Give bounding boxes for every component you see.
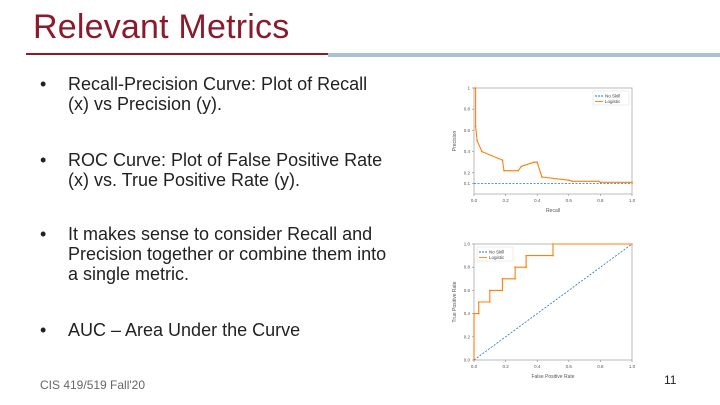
pr-data-point xyxy=(536,161,538,163)
roc-data-point xyxy=(477,312,480,315)
pr-data-point xyxy=(503,169,505,172)
roc-legend-label: No Skill xyxy=(489,250,504,255)
pr-x-tick-label: 0.2 xyxy=(502,198,509,203)
bullet-dot: • xyxy=(40,74,47,94)
accent-bar xyxy=(328,53,720,57)
pr-y-tick-label: 0.6 xyxy=(464,128,471,133)
roc-legend-label: Logistic xyxy=(489,255,505,260)
roc-data-point xyxy=(514,266,516,268)
pr-data-point xyxy=(599,181,602,184)
roc-x-tick-label: 0.2 xyxy=(502,364,509,369)
roc-data-point xyxy=(501,289,504,292)
roc-x-tick-label: 0.6 xyxy=(566,364,573,369)
roc-x-tick-label: 0.0 xyxy=(471,364,478,369)
bullet-text: It makes sense to consider Recall and Pr… xyxy=(68,224,387,284)
bullet-text: ROC Curve: Plot of False Positive Rate (… xyxy=(68,150,383,190)
pr-y-axis-label: Precision xyxy=(452,131,458,152)
pr-x-axis-label: Recall xyxy=(546,208,560,214)
pr-data-point xyxy=(474,125,477,127)
pr-y-tick-label: 1 xyxy=(467,86,470,91)
roc-data-point xyxy=(525,254,527,257)
pr-data-point xyxy=(571,180,573,183)
title-underline xyxy=(26,53,328,55)
roc-data-point xyxy=(525,266,527,268)
pr-data-point xyxy=(474,87,477,89)
pr-y-tick-label: 0.1 xyxy=(464,181,471,186)
bullet-dot: • xyxy=(40,320,47,340)
roc-data-point xyxy=(514,278,516,280)
pr-data-point xyxy=(533,161,535,163)
pr-y-tick-label: 0.8 xyxy=(464,107,471,112)
roc-data-point xyxy=(552,254,554,257)
roc-chart: 0.0 0.2 0.4 0.6 0.8 1.0 0.0 0.2 0.4 0.6 0.8 1.0 Fals… xyxy=(448,236,646,384)
roc-data-point xyxy=(477,301,480,303)
pr-data-point xyxy=(568,179,570,182)
roc-data-point xyxy=(473,312,475,315)
pr-data-point xyxy=(481,150,483,153)
pr-legend-label: No Skill xyxy=(605,94,620,99)
roc-x-tick-label: 0.8 xyxy=(597,364,604,369)
roc-data-point xyxy=(473,359,475,361)
pr-y-tick-label: 0.4 xyxy=(464,149,471,154)
pr-data-point xyxy=(476,140,478,142)
roc-x-tick-label: 1.0 xyxy=(629,364,636,369)
roc-y-tick-label: 0.0 xyxy=(464,358,471,363)
pr-data-point xyxy=(473,87,475,89)
roc-data-point xyxy=(489,289,491,292)
bullet-dot: • xyxy=(40,150,47,170)
pr-x-tick-label: 1.0 xyxy=(629,198,636,203)
pr-data-point xyxy=(598,180,600,183)
pr-legend-label: Logistic xyxy=(605,99,621,104)
pr-data-point xyxy=(541,176,543,178)
pr-x-tick-label: 0.6 xyxy=(566,198,573,203)
pr-data-point xyxy=(520,165,523,168)
roc-chart-svg: 0.0 0.2 0.4 0.6 0.8 1.0 0.0 0.2 0.4 0.6 0.8 1.0 Fals… xyxy=(452,242,636,381)
roc-y-tick-label: 0.8 xyxy=(464,265,471,270)
pr-plot-frame xyxy=(473,87,633,195)
pr-y-tick-label: 0.2 xyxy=(464,170,471,175)
roc-data-point xyxy=(631,243,633,245)
bullet-text: AUC – Area Under the Curve xyxy=(68,320,301,340)
pr-data-point xyxy=(501,159,504,161)
roc-data-point xyxy=(552,243,554,245)
pr-x-tick-label: 0.0 xyxy=(471,198,478,203)
roc-y-tick-label: 0.6 xyxy=(464,288,471,293)
page-number: 11 xyxy=(664,373,677,387)
pr-data-point xyxy=(517,169,520,172)
roc-series-line-no-skill xyxy=(473,243,633,361)
roc-y-tick-label: 1.0 xyxy=(464,242,471,247)
roc-data-point xyxy=(501,278,504,280)
bullet-text: Recall-Precision Curve: Plot of Recall (… xyxy=(68,74,368,114)
roc-y-tick-label: 0.4 xyxy=(464,311,471,316)
footer-text: CIS 419/519 Fall'20 xyxy=(40,378,146,392)
precision-recall-chart-svg: 0.0 0.2 0.4 0.6 0.8 1.0 0.1 0.2 0.4 0.6 0.8 1 Recall… xyxy=(452,86,636,215)
pr-x-tick-label: 0.8 xyxy=(597,198,604,203)
roc-y-tick-label: 0.2 xyxy=(464,334,471,339)
roc-data-point xyxy=(489,301,491,303)
slide-title: Relevant Metrics xyxy=(33,8,290,46)
roc-x-axis-label: False Positive Rate xyxy=(531,374,574,380)
roc-x-tick-label: 0.4 xyxy=(534,364,541,369)
pr-data-point xyxy=(631,182,633,185)
bullet-dot: • xyxy=(40,224,47,244)
pr-x-tick-label: 0.4 xyxy=(534,198,541,203)
precision-recall-chart: 0.0 0.2 0.4 0.6 0.8 1.0 0.1 0.2 0.4 0.6 0.8 1 Recall… xyxy=(448,80,646,218)
roc-y-axis-label: True Positive Rate xyxy=(452,281,458,322)
